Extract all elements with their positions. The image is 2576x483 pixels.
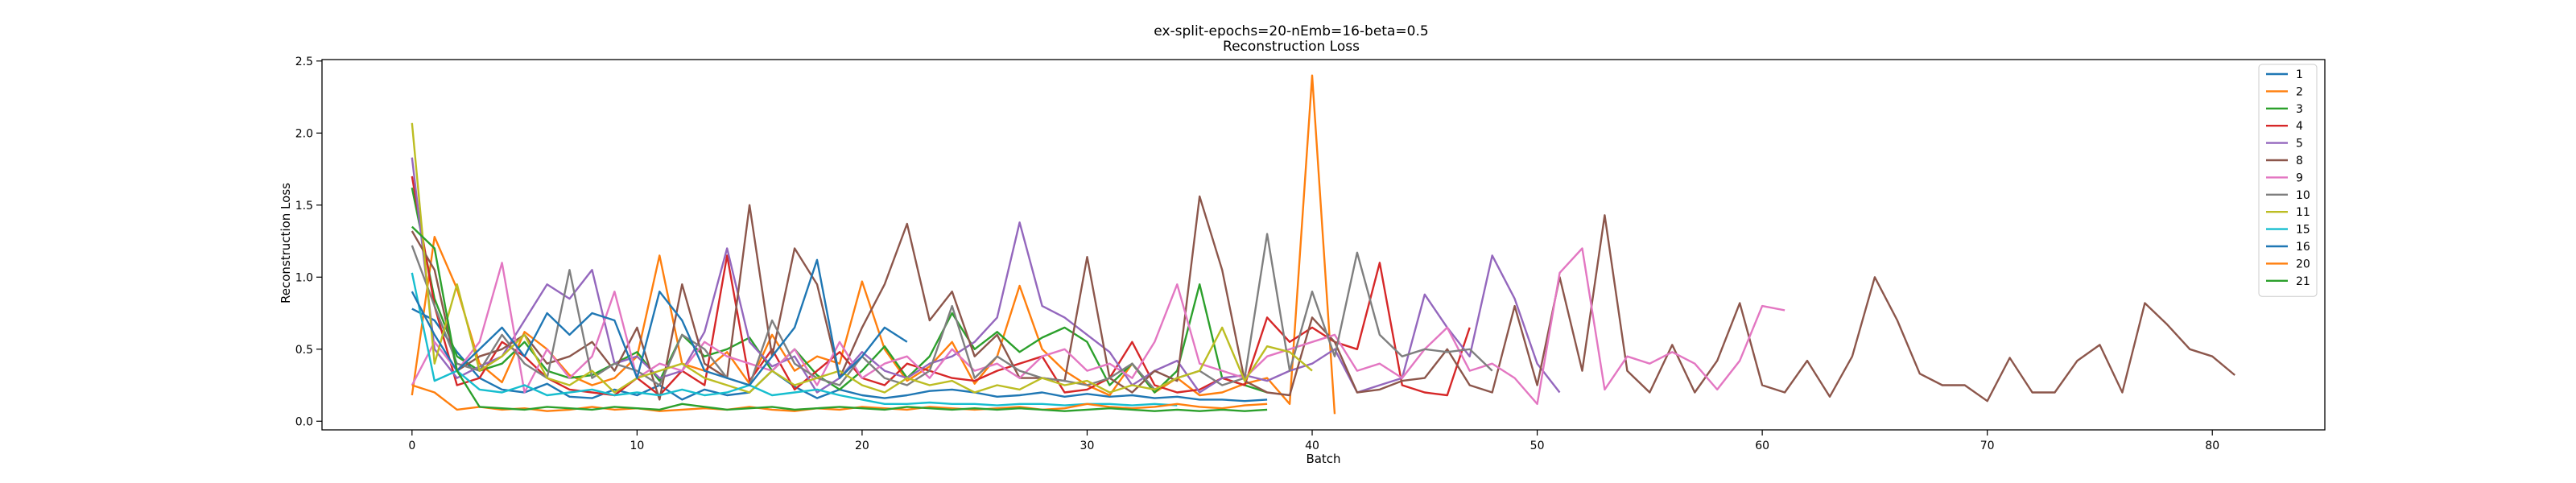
legend-box xyxy=(2258,64,2318,297)
legend-label-11: 11 xyxy=(2296,206,2310,219)
x-tick-label: 80 xyxy=(2205,440,2219,452)
x-tick-label: 10 xyxy=(630,440,644,452)
y-tick-label: 0.5 xyxy=(295,344,313,357)
y-tick-label: 2.5 xyxy=(295,56,313,68)
series-line-20 xyxy=(411,384,1268,412)
chart-title: ex-split-epochs=20-nEmb=16-beta=0.5 xyxy=(1154,23,1428,39)
series-line-9 xyxy=(411,247,1785,405)
series-line-2 xyxy=(411,74,1336,415)
legend: 1 2 3 4 5 8 9 10 11 15 16 20 21 xyxy=(2258,64,2318,297)
x-axis-label: Batch xyxy=(1306,452,1340,466)
legend-label-9: 9 xyxy=(2296,171,2303,184)
y-tick-label: 0.0 xyxy=(295,415,313,428)
legend-label-20: 20 xyxy=(2296,258,2310,270)
series-line-16 xyxy=(411,258,908,386)
legend-label-1: 1 xyxy=(2296,68,2303,81)
y-tick-label: 2.0 xyxy=(295,127,313,140)
series-line-8 xyxy=(411,195,2235,402)
x-tick-label: 0 xyxy=(408,440,415,452)
series-line-21 xyxy=(411,225,1268,412)
x-tick-label: 60 xyxy=(1755,440,1769,452)
legend-label-4: 4 xyxy=(2296,120,2303,133)
legend-label-8: 8 xyxy=(2296,155,2303,167)
x-tick-label: 20 xyxy=(855,440,869,452)
x-tick-label: 70 xyxy=(1980,440,1995,452)
legend-label-16: 16 xyxy=(2296,241,2310,254)
legend-label-2: 2 xyxy=(2296,85,2303,98)
legend-label-21: 21 xyxy=(2296,275,2310,288)
series-line-3 xyxy=(411,188,1268,394)
legend-label-10: 10 xyxy=(2296,189,2310,202)
axes-frame xyxy=(321,59,2326,431)
series-line-15 xyxy=(411,272,1178,407)
y-tick-label: 1.0 xyxy=(295,271,313,284)
legend-label-5: 5 xyxy=(2296,138,2303,151)
y-axis-label: Reconstruction Loss xyxy=(279,183,293,303)
x-tick-label: 50 xyxy=(1530,440,1545,452)
series-line-4 xyxy=(411,175,1471,397)
legend-label-15: 15 xyxy=(2296,224,2310,237)
y-tick-label: 1.5 xyxy=(295,200,313,213)
series-line-10 xyxy=(411,233,1493,391)
series-lines xyxy=(411,74,2235,415)
series-line-11 xyxy=(411,122,1313,394)
legend-label-3: 3 xyxy=(2296,103,2303,116)
x-tick-label: 40 xyxy=(1305,440,1319,452)
x-tick-label: 30 xyxy=(1080,440,1095,452)
chart-subtitle: Reconstruction Loss xyxy=(1223,39,1360,55)
axes: 0 10 20 30 40 50 60 70 80 0.0 0.5 1.0 1.5 2.0 2.5 xyxy=(295,56,2326,452)
